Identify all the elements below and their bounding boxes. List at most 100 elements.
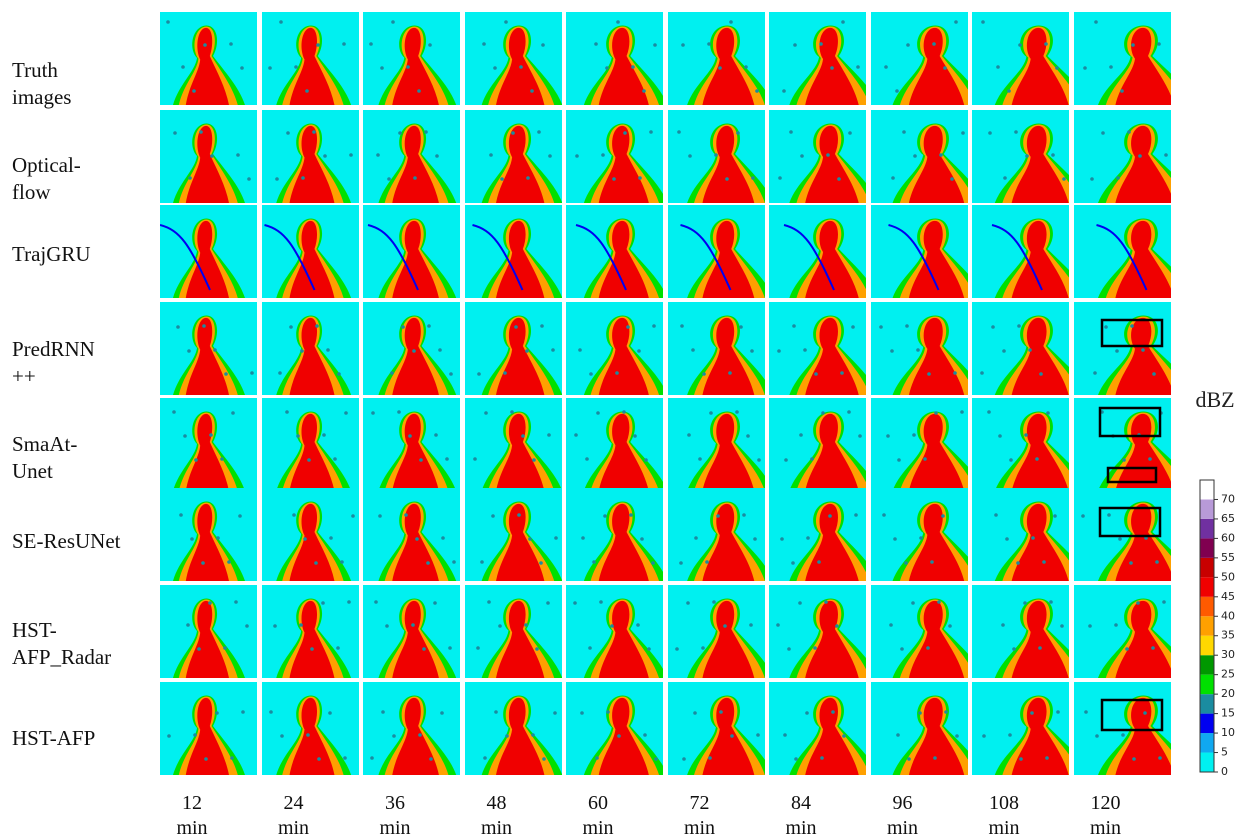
echo-speck [224,372,228,376]
echo-speck [294,65,298,69]
radar-image [566,398,663,491]
echo-speck [491,514,495,518]
echo-speck [778,176,782,180]
radar-image [668,205,765,298]
echo-speck [884,65,888,69]
echo-speck [208,601,212,605]
colorbar-tick-label: 45 [1221,590,1235,603]
echo-speck [306,733,310,737]
radar-image [1074,110,1171,203]
echo-speck [1055,66,1059,70]
radar-image [871,398,968,491]
echo-speck [1028,348,1032,352]
radar-image [160,205,257,298]
echo-speck [542,757,546,761]
echo-speck [749,623,753,627]
echo-speck [498,624,502,628]
echo-speck [744,65,748,69]
echo-speck [390,371,394,375]
echo-speck [592,560,596,564]
echo-speck [493,66,497,70]
echo-speck [642,89,646,93]
echo-speck [996,65,1000,69]
echo-speck [275,177,279,181]
echo-speck [1060,624,1064,628]
echo-speck [913,154,917,158]
echo-speck [617,734,621,738]
colorbar-tick-label: 65 [1221,512,1235,525]
echo-speck [575,154,579,158]
echo-speck [406,65,410,69]
echo-speck [851,325,855,329]
echo-speck [615,371,619,375]
echo-speck [633,434,637,438]
echo-speck [188,176,192,180]
echo-speck [551,348,555,352]
echo-speck [378,514,382,518]
echo-speck [912,433,916,437]
echo-speck [980,371,984,375]
echo-speck [1002,349,1006,353]
echo-speck [329,536,333,540]
echo-speck [755,89,759,93]
echo-speck [322,433,326,437]
echo-speck [528,537,532,541]
echo-speck [585,457,589,461]
echo-speck [826,153,830,157]
radar-image [363,110,460,203]
radar-image [465,682,562,775]
echo-speck [649,130,653,134]
radar-image [465,110,562,203]
echo-speck [315,324,319,328]
radar-image [972,302,1069,395]
column-label: 72 min [678,791,722,837]
echo-speck [316,43,320,47]
echo-speck [187,349,191,353]
echo-speck [694,536,698,540]
echo-speck [784,458,788,462]
echo-speck [1162,600,1166,604]
radar-image [972,585,1069,678]
echo-speck [1042,560,1046,564]
echo-speck [820,756,824,760]
echo-speck [693,711,697,715]
radar-image [972,110,1069,203]
echo-speck [440,711,444,715]
echo-speck [1129,561,1133,565]
echo-speck [1131,43,1135,47]
echo-speck [1093,371,1097,375]
echo-speck [494,710,498,714]
echo-speck [1030,711,1034,715]
color-band [1200,753,1214,772]
echo-speck [735,410,739,414]
echo-speck [415,537,419,541]
echo-speck [314,561,318,565]
echo-speck [514,325,518,329]
echo-speck [376,153,380,157]
echo-speck [1104,325,1108,329]
radar-image [262,110,359,203]
echo-speck [729,20,733,24]
echo-speck [782,89,786,93]
echo-speck [824,600,828,604]
echo-speck [209,433,213,437]
echo-speck [452,560,456,564]
row-label: HST-AFP_Radar [12,617,122,671]
echo-speck [638,176,642,180]
echo-speck [1084,710,1088,714]
echo-speck [292,513,296,517]
echo-speck [644,458,648,462]
echo-speck [841,20,845,24]
column-label: 12 min [170,791,214,837]
echo-speck [893,537,897,541]
echo-speck [337,372,341,376]
echo-speck [955,734,959,738]
echo-speck [652,324,656,328]
echo-speck [817,560,821,564]
radar-image [566,205,663,298]
echo-speck [1003,176,1007,180]
echo-speck [539,561,543,565]
echo-speck [897,458,901,462]
echo-speck [1081,514,1085,518]
echo-speck [780,537,784,541]
